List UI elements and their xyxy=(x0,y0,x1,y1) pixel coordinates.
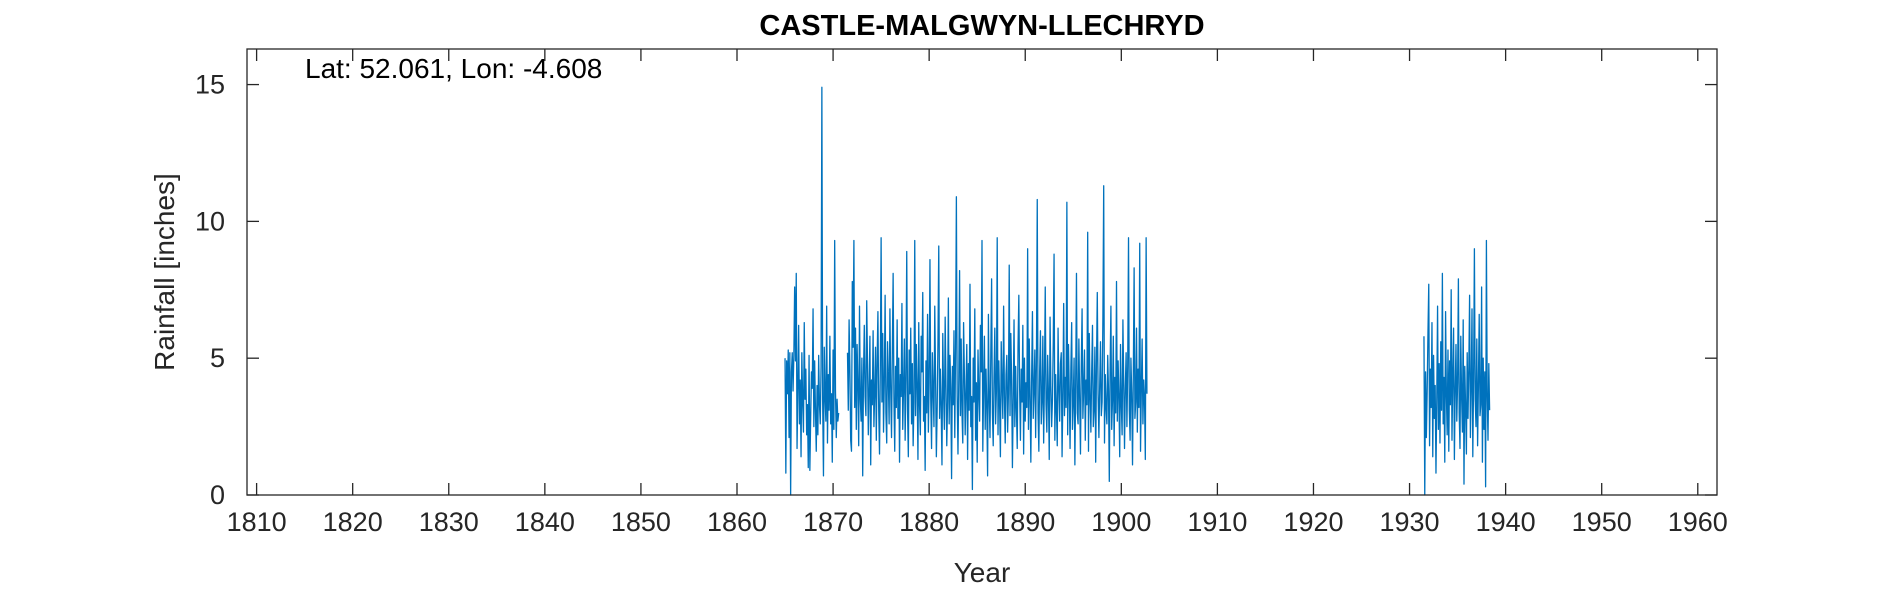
y-axis-label: Rainfall [inches] xyxy=(149,173,180,371)
y-tick-label: 5 xyxy=(210,343,225,373)
x-axis-tick-labels: 1810 1820 1830 1840 1850 1860 1870 1880 1890 1900… xyxy=(227,507,1728,537)
x-tick-label: 1940 xyxy=(1476,507,1536,537)
rainfall-series-line xyxy=(846,185,1148,491)
x-tick-label: 1840 xyxy=(515,507,575,537)
x-axis-label: Year xyxy=(954,557,1011,588)
rainfall-series-line xyxy=(1423,239,1491,496)
x-axis-ticks xyxy=(255,49,1699,495)
plot-frame xyxy=(246,48,1718,496)
y-tick-label: 0 xyxy=(210,480,225,510)
x-tick-label: 1820 xyxy=(323,507,383,537)
chart-title: CASTLE-MALGWYN-LLECHRYD xyxy=(759,10,1204,42)
x-tick-label: 1810 xyxy=(227,507,287,537)
y-axis-tick-labels: 0 5 10 15 xyxy=(195,70,225,510)
x-tick-label: 1850 xyxy=(611,507,671,537)
location-annotation: Lat: 52.061, Lon: -4.608 xyxy=(305,53,602,84)
x-tick-label: 1870 xyxy=(803,507,863,537)
x-tick-label: 1900 xyxy=(1091,507,1151,537)
rainfall-series-line xyxy=(784,86,840,496)
y-tick-label: 15 xyxy=(195,70,225,100)
x-tick-label: 1920 xyxy=(1283,507,1343,537)
x-tick-label: 1930 xyxy=(1380,507,1440,537)
x-tick-label: 1860 xyxy=(707,507,767,537)
series-layer xyxy=(784,86,1491,496)
x-tick-label: 1910 xyxy=(1187,507,1247,537)
y-tick-label: 10 xyxy=(195,206,225,236)
x-tick-label: 1890 xyxy=(995,507,1055,537)
x-tick-label: 1960 xyxy=(1668,507,1728,537)
x-tick-label: 1830 xyxy=(419,507,479,537)
x-tick-label: 1880 xyxy=(899,507,959,537)
x-tick-label: 1950 xyxy=(1572,507,1632,537)
